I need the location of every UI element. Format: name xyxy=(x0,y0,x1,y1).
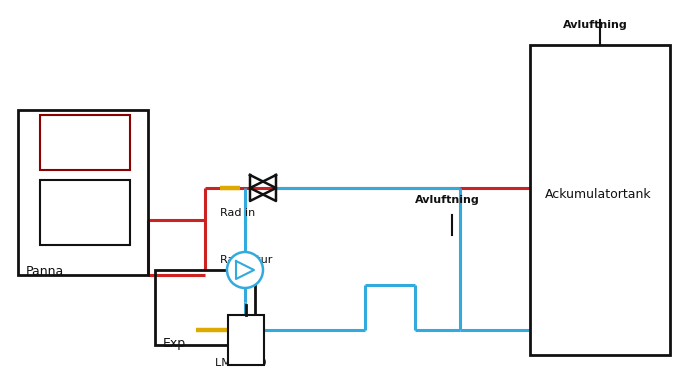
Text: Panna: Panna xyxy=(26,265,64,278)
Bar xyxy=(155,270,255,345)
Bar xyxy=(228,315,264,365)
Text: LM 21-60: LM 21-60 xyxy=(215,358,267,368)
Text: Avluftning: Avluftning xyxy=(415,195,480,205)
Bar xyxy=(40,180,130,245)
Text: Ackumulatortank: Ackumulatortank xyxy=(545,188,652,202)
Circle shape xyxy=(227,252,263,288)
Text: Exp: Exp xyxy=(163,337,186,350)
Text: Rad retur: Rad retur xyxy=(220,255,272,265)
Bar xyxy=(530,45,670,355)
Text: Rad in: Rad in xyxy=(220,208,256,218)
Bar xyxy=(40,115,130,170)
Bar xyxy=(18,110,148,275)
Text: Avluftning: Avluftning xyxy=(563,20,628,30)
